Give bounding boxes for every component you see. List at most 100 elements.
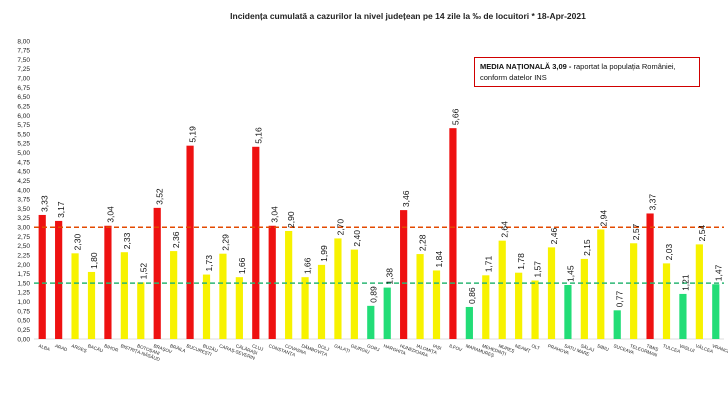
- bar: [695, 244, 703, 339]
- bar: [449, 128, 457, 339]
- chart-title: Incidența cumulată a cazurilor la nivel …: [230, 11, 586, 21]
- bar: [367, 305, 375, 339]
- bar: [662, 263, 671, 339]
- value-label: 0,89: [368, 286, 378, 303]
- category-label: ALBA: [38, 343, 52, 352]
- bar: [252, 146, 260, 339]
- value-label: 0,86: [467, 287, 477, 304]
- category-label: BRAȘOV: [153, 343, 174, 355]
- bar: [235, 277, 243, 339]
- category-label: VASLUI: [679, 343, 696, 353]
- y-tick-label: 7,75: [17, 48, 30, 55]
- value-label: 1,73: [204, 255, 214, 272]
- category-label: TIMIȘ: [646, 343, 659, 352]
- value-label: 2,70: [335, 219, 345, 236]
- y-tick-label: 0,00: [17, 336, 30, 343]
- value-label: 2,30: [73, 234, 83, 251]
- category-label: BIHOR: [104, 343, 120, 353]
- bar: [334, 238, 342, 339]
- bar: [120, 252, 128, 339]
- bar: [465, 306, 473, 339]
- value-label: 2,03: [664, 244, 674, 261]
- category-label: ARGEȘ: [71, 343, 88, 353]
- value-label: 2,57: [631, 223, 641, 240]
- y-tick-label: 6,50: [17, 94, 30, 101]
- category-label: GALAȚI: [334, 343, 351, 353]
- category-label: BACĂU: [87, 342, 104, 353]
- value-label: 0,77: [615, 291, 625, 308]
- y-tick-label: 4,25: [17, 178, 30, 185]
- category-label: SĂLAJ: [580, 342, 595, 352]
- category-label: OLT: [531, 343, 541, 351]
- value-label: 3,46: [401, 190, 411, 207]
- bar: [55, 220, 63, 339]
- y-tick-label: 2,75: [17, 234, 30, 241]
- category-label: BUZĂU: [202, 342, 219, 353]
- y-tick-label: 2,00: [17, 262, 30, 269]
- value-label: 1,45: [565, 265, 575, 282]
- y-tick-label: 1,75: [17, 271, 30, 278]
- bar: [153, 207, 161, 339]
- bar: [350, 249, 358, 339]
- value-label: 3,04: [270, 206, 280, 223]
- bar: [268, 225, 276, 339]
- y-tick-label: 6,75: [17, 85, 30, 92]
- value-label: 2,28: [418, 234, 428, 251]
- y-tick-label: 0,25: [17, 327, 30, 334]
- y-tick-label: 3,00: [17, 225, 30, 232]
- value-label: 2,33: [122, 232, 132, 249]
- value-label: 2,54: [697, 225, 707, 242]
- category-label: BRĂILA: [169, 342, 187, 354]
- y-tick-label: 6,25: [17, 103, 30, 110]
- y-tick-label: 4,75: [17, 159, 30, 166]
- bar: [498, 240, 506, 339]
- category-label: IAȘI: [432, 343, 442, 351]
- y-tick-label: 5,75: [17, 122, 30, 129]
- bar: [317, 264, 326, 339]
- value-label: 2,40: [352, 230, 362, 247]
- bar: [301, 277, 309, 339]
- value-label: 2,15: [582, 239, 592, 256]
- bar: [580, 258, 588, 339]
- y-tick-label: 5,50: [17, 131, 30, 138]
- value-label: 1,47: [713, 264, 723, 281]
- bar: [646, 213, 654, 339]
- y-tick-label: 2,25: [17, 252, 30, 259]
- y-tick-label: 2,50: [17, 243, 30, 250]
- y-tick-label: 3,25: [17, 215, 30, 222]
- bar: [547, 247, 556, 339]
- bar: [38, 214, 46, 339]
- value-label: 3,17: [56, 201, 66, 218]
- y-tick-label: 0,50: [17, 318, 30, 325]
- category-label: TULCEA: [662, 343, 682, 354]
- value-label: 1,71: [483, 255, 493, 272]
- bar: [170, 251, 178, 339]
- bar: [87, 271, 96, 339]
- value-label: 1,66: [303, 257, 313, 274]
- bar: [219, 253, 227, 339]
- y-tick-label: 1,25: [17, 290, 30, 297]
- value-label: 1,84: [434, 251, 444, 268]
- value-label: 5,16: [253, 127, 263, 144]
- bar: [630, 243, 638, 339]
- bar: [383, 287, 391, 339]
- value-label: 1,99: [319, 245, 329, 262]
- bar: [400, 210, 408, 339]
- value-label: 3,33: [40, 195, 50, 212]
- category-label: SIBIU: [596, 343, 609, 352]
- category-label: MUREȘ: [498, 343, 515, 353]
- y-tick-label: 7,50: [17, 57, 30, 64]
- bar: [597, 229, 605, 339]
- category-label: ARAD: [54, 343, 68, 352]
- bar: [712, 284, 720, 339]
- reference-lines: [34, 226, 724, 284]
- value-label: 1,21: [680, 274, 690, 291]
- category-label: ILFOV: [449, 343, 464, 353]
- y-tick-label: 5,00: [17, 150, 30, 157]
- value-label: 3,04: [105, 206, 115, 223]
- value-labels-group: 3,33 3,17 2,30 1,80 3,04 2,33 1,52 3,52 2,36 5,19…: [40, 108, 724, 307]
- value-label: 1,78: [516, 253, 526, 270]
- y-tick-label: 4,00: [17, 187, 30, 194]
- y-tick-label: 5,25: [17, 141, 30, 148]
